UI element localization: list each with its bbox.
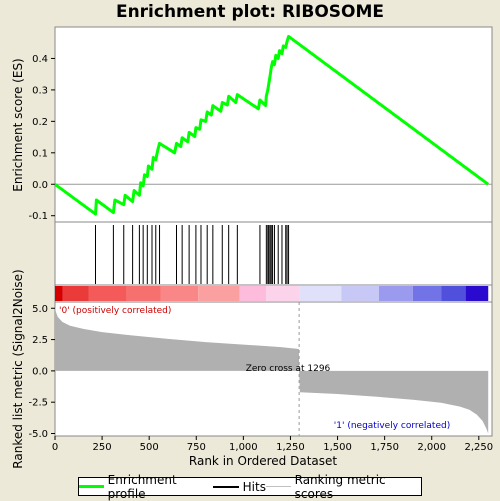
rankbar-segment: [441, 286, 466, 301]
es-ytick-label: 0.4: [32, 54, 48, 65]
metric-xtick-label: 2,250: [464, 442, 493, 453]
es-ytick-label: -0.1: [28, 211, 48, 222]
es-ytick-label: 0.2: [32, 117, 48, 128]
legend-ranking: Ranking metric scores: [265, 472, 421, 501]
rankbar-segment: [239, 286, 266, 301]
rankbar-segment: [198, 286, 240, 301]
positive-corr-label: '0' (positively correlated): [59, 306, 171, 316]
legend-ranking-label: Ranking metric scores: [294, 472, 386, 501]
rankbar-segment: [265, 286, 300, 301]
metric-ytick-label: -5.0: [28, 429, 48, 440]
metric-ytick-label: 0.0: [32, 366, 48, 377]
legend-enrichment-label: Enrichment profile: [107, 472, 177, 501]
rankbar-segment: [62, 286, 89, 301]
metric-xtick-label: 2,000: [417, 442, 446, 453]
rankbar-segment: [126, 286, 161, 301]
metric-ytick-label: 2.5: [32, 335, 48, 346]
rankbar-segment: [88, 286, 127, 301]
legend: Enrichment profile Hits Ranking metric s…: [78, 473, 422, 501]
enrichment-profile-line: [54, 34, 490, 216]
metric-xlabel: Rank in Ordered Dataset: [189, 454, 337, 468]
metric-layer: -5.0 -2.5 0.0 2.5 5.0 0 250 500 750 1,000 1,250 1,5…: [28, 302, 493, 453]
rankbar-segment: [55, 286, 63, 301]
es-ytick-label: 0.1: [32, 148, 48, 159]
es-ylabel: Enrichment score (ES): [11, 58, 25, 191]
legend-ranking-swatch: [265, 486, 291, 487]
legend-enrichment: Enrichment profile: [79, 473, 213, 501]
es-layer: -0.1 0.0 0.1 0.2 0.3 0.4: [28, 34, 492, 222]
metric-xtick-label: 250: [93, 442, 112, 453]
zero-cross-label: Zero cross at 1296: [246, 364, 331, 374]
metric-xtick-label: 1,500: [323, 442, 352, 453]
legend-enrichment-swatch: [79, 485, 104, 488]
legend-hits: Hits: [212, 479, 266, 494]
ranking-metric-area: [55, 305, 489, 434]
metric-xtick-label: 1,750: [370, 442, 399, 453]
rankbar-segment: [341, 286, 379, 301]
metric-xtick-label: 1,250: [276, 442, 305, 453]
rankbar-segment: [378, 286, 413, 301]
es-ytick-label: 0.3: [32, 85, 48, 96]
es-ytick-label: 0.0: [32, 180, 48, 191]
chart-title: Enrichment plot: RIBOSOME: [115, 2, 385, 22]
rankbar-segment: [160, 286, 199, 301]
legend-hits-label: Hits: [242, 479, 266, 494]
metric-ylabel: Ranked list metric (Signal2Noise): [11, 269, 25, 468]
metric-xtick-label: 500: [140, 442, 159, 453]
metric-xtick-label: 0: [52, 442, 58, 453]
rankbar-segment: [299, 286, 342, 301]
metric-ytick-label: -2.5: [28, 398, 48, 409]
rankbar-layer: [55, 286, 489, 301]
hits-panel: [54, 221, 493, 286]
metric-ytick-label: 5.0: [32, 304, 48, 315]
es-panel: [54, 26, 493, 223]
legend-hits-swatch: [212, 485, 239, 488]
metric-xtick-label: 1,000: [229, 442, 258, 453]
negative-corr-label: '1' (negatively correlated): [334, 421, 450, 431]
rankbar-segment: [465, 286, 489, 301]
rankbar-segment: [412, 286, 442, 301]
metric-xtick-label: 750: [187, 442, 206, 453]
hits-layer: [94, 225, 290, 284]
